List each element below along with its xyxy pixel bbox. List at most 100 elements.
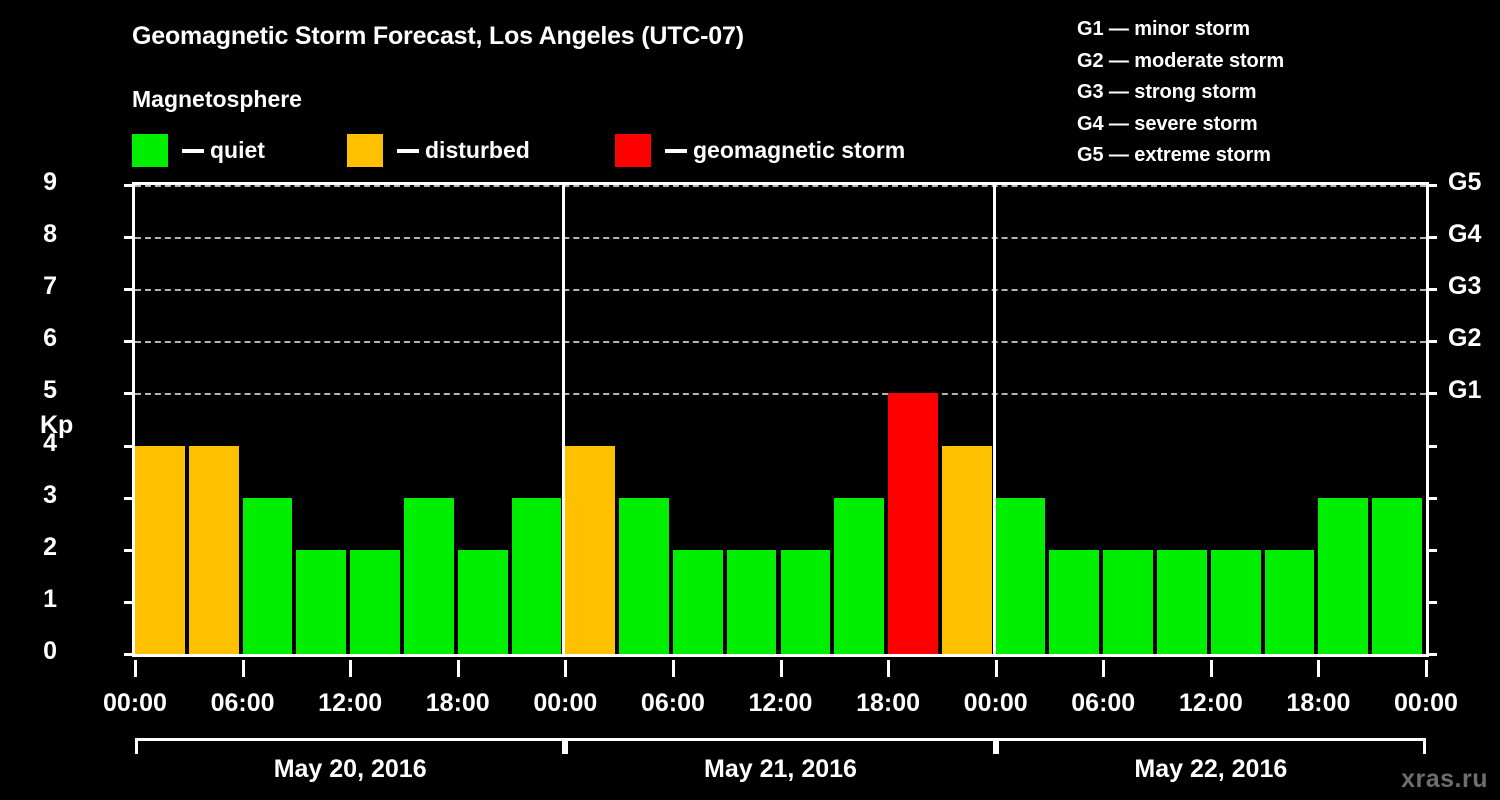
legend-item-geomagnetic-storm: geomagnetic storm <box>615 132 905 168</box>
x-tick-label-10: 12:00 <box>1178 689 1243 717</box>
y-tick-8 <box>124 236 135 240</box>
g-axis-label-G2: G2 <box>1448 324 1482 353</box>
bar[interactable] <box>1264 549 1315 654</box>
legend-swatch-quiet <box>132 133 168 167</box>
bar[interactable] <box>565 445 616 654</box>
bar[interactable] <box>188 445 239 654</box>
bar[interactable] <box>672 549 723 654</box>
day-bracket-3 <box>995 738 1426 754</box>
y-tick-label-7: 7 <box>43 272 57 301</box>
y-tick-label-9: 9 <box>43 168 57 196</box>
bar[interactable] <box>726 549 777 654</box>
y-tick-right-3 <box>1426 496 1437 500</box>
plot-area <box>124 182 1437 657</box>
bar[interactable] <box>1103 549 1154 654</box>
bar[interactable] <box>296 549 347 654</box>
watermark: xras.ru <box>1401 765 1488 793</box>
x-tick-label-2: 12:00 <box>318 689 383 717</box>
x-tick-label-12: 00:00 <box>1394 689 1458 717</box>
bar[interactable] <box>135 445 185 654</box>
x-tick-3 <box>456 660 460 677</box>
bar[interactable] <box>511 497 562 654</box>
y-tick-label-3: 3 <box>43 480 57 509</box>
bar[interactable] <box>403 497 454 654</box>
x-tick-10 <box>1209 660 1213 677</box>
y-tick-right-7 <box>1426 288 1437 292</box>
legend-swatch-disturbed <box>347 133 383 167</box>
bar[interactable] <box>1318 497 1369 654</box>
bar[interactable] <box>242 497 293 654</box>
y-tick-4 <box>124 444 135 448</box>
y-tick-2 <box>124 548 135 552</box>
legend-label-disturbed: disturbed <box>425 136 530 163</box>
bar[interactable] <box>995 497 1046 654</box>
x-tick-0 <box>134 660 137 677</box>
plot-inner <box>135 185 1426 654</box>
x-tick-label-6: 12:00 <box>748 689 813 717</box>
y-tick-1 <box>124 600 135 604</box>
gridline-kp-5 <box>135 393 1426 396</box>
y-tick-right-4 <box>1426 444 1437 448</box>
x-tick-2 <box>349 660 353 677</box>
y-tick-label-2: 2 <box>43 532 57 561</box>
g-legend-row-2: G2 — moderate storm <box>1077 49 1285 72</box>
x-tick-label-9: 06:00 <box>1071 689 1136 717</box>
bar[interactable] <box>1210 549 1261 654</box>
g-axis-label-G4: G4 <box>1448 220 1482 249</box>
x-tick-label-1: 06:00 <box>210 689 275 717</box>
x-tick-label-7: 18:00 <box>856 689 921 717</box>
x-tick-1 <box>241 660 245 677</box>
day-bracket-2 <box>565 738 996 754</box>
bar[interactable] <box>941 445 992 654</box>
day-bracket-1 <box>135 738 566 754</box>
g-legend-row-4: G4 — severe storm <box>1077 112 1258 135</box>
x-tick-label-3: 18:00 <box>425 689 490 717</box>
y-axis-label: Kp <box>40 411 74 439</box>
legend-dash-icon <box>182 149 204 153</box>
y-tick-5 <box>124 392 135 396</box>
bar[interactable] <box>1049 549 1100 654</box>
x-tick-label-8: 00:00 <box>963 689 1028 717</box>
g-legend-row-3: G3 — strong storm <box>1077 81 1257 104</box>
g-axis-label-G5: G5 <box>1448 168 1482 196</box>
bar[interactable] <box>888 393 938 654</box>
y-tick-7 <box>124 288 135 292</box>
g-legend-row-1: G1 — minor storm <box>1077 18 1250 40</box>
bar[interactable] <box>350 549 400 654</box>
legend-swatch-geomagnetic-storm <box>615 133 651 167</box>
gridline-kp-8 <box>135 237 1426 240</box>
bar[interactable] <box>1372 497 1422 654</box>
legend-item-disturbed: disturbed <box>347 132 530 168</box>
bar[interactable] <box>1157 549 1207 654</box>
y-tick-label-8: 8 <box>43 220 57 249</box>
x-tick-label-4: 00:00 <box>533 689 598 717</box>
x-tick-11 <box>1317 660 1321 677</box>
gridline-kp-9 <box>135 185 1426 187</box>
y-tick-0 <box>124 653 135 656</box>
g-axis-label-G1: G1 <box>1448 376 1482 405</box>
day-label-1: May 20, 2016 <box>273 755 427 783</box>
y-tick-label-4: 4 <box>43 428 57 457</box>
x-tick-9 <box>1102 660 1106 677</box>
gridline-kp-6 <box>135 341 1426 344</box>
legend-item-quiet: quiet <box>132 132 265 168</box>
y-tick-3 <box>124 496 135 500</box>
gridline-kp-7 <box>135 289 1426 292</box>
y-tick-9 <box>124 184 135 187</box>
bar[interactable] <box>780 549 831 654</box>
bar[interactable] <box>619 497 669 654</box>
y-tick-label-1: 1 <box>43 584 57 613</box>
bar[interactable] <box>457 549 508 654</box>
x-tick-label-0: 00:00 <box>103 689 167 717</box>
legend-dash-icon <box>665 149 687 153</box>
y-tick-right-6 <box>1426 340 1437 344</box>
x-tick-6 <box>779 660 783 677</box>
bar[interactable] <box>834 497 885 654</box>
x-tick-label-11: 18:00 <box>1286 689 1351 717</box>
chart-subtitle: Magnetosphere <box>132 86 302 112</box>
y-tick-right-5 <box>1426 392 1437 396</box>
legend-label-geomagnetic-storm: geomagnetic storm <box>693 136 906 163</box>
x-tick-8 <box>994 660 998 677</box>
y-tick-right-8 <box>1426 236 1437 240</box>
